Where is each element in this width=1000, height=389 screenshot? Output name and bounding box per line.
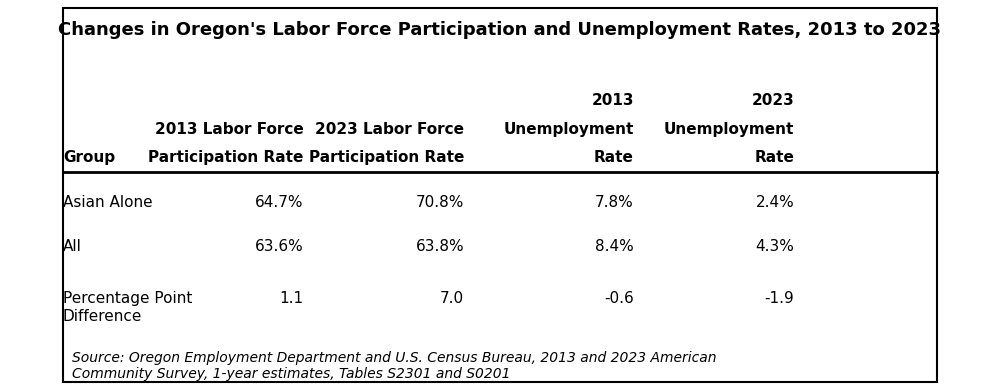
Text: -1.9: -1.9 [765,291,794,306]
Text: 2.4%: 2.4% [756,195,794,210]
Text: 63.8%: 63.8% [416,239,464,254]
Text: Rate: Rate [754,151,794,165]
Text: All: All [63,239,82,254]
Text: 7.8%: 7.8% [595,195,634,210]
Text: 7.0: 7.0 [440,291,464,306]
Text: 2023: 2023 [752,93,794,108]
Text: 2023 Labor Force: 2023 Labor Force [315,121,464,137]
Text: 70.8%: 70.8% [416,195,464,210]
Text: 1.1: 1.1 [280,291,304,306]
Text: Group: Group [63,151,115,165]
Text: 2013: 2013 [591,93,634,108]
Text: 8.4%: 8.4% [595,239,634,254]
Text: Unemployment: Unemployment [664,121,794,137]
Text: Percentage Point
Difference: Percentage Point Difference [63,291,192,324]
Text: Participation Rate: Participation Rate [148,151,304,165]
Text: 63.6%: 63.6% [255,239,304,254]
Text: Unemployment: Unemployment [503,121,634,137]
Text: 2013 Labor Force: 2013 Labor Force [155,121,304,137]
Text: 64.7%: 64.7% [255,195,304,210]
Text: Asian Alone: Asian Alone [63,195,153,210]
Text: Source: Oregon Employment Department and U.S. Census Bureau, 2013 and 2023 Ameri: Source: Oregon Employment Department and… [72,351,716,381]
Text: 4.3%: 4.3% [755,239,794,254]
Text: Rate: Rate [594,151,634,165]
Text: Changes in Oregon's Labor Force Participation and Unemployment Rates, 2013 to 20: Changes in Oregon's Labor Force Particip… [58,21,942,39]
Text: -0.6: -0.6 [604,291,634,306]
FancyBboxPatch shape [63,8,937,382]
Text: Participation Rate: Participation Rate [309,151,464,165]
